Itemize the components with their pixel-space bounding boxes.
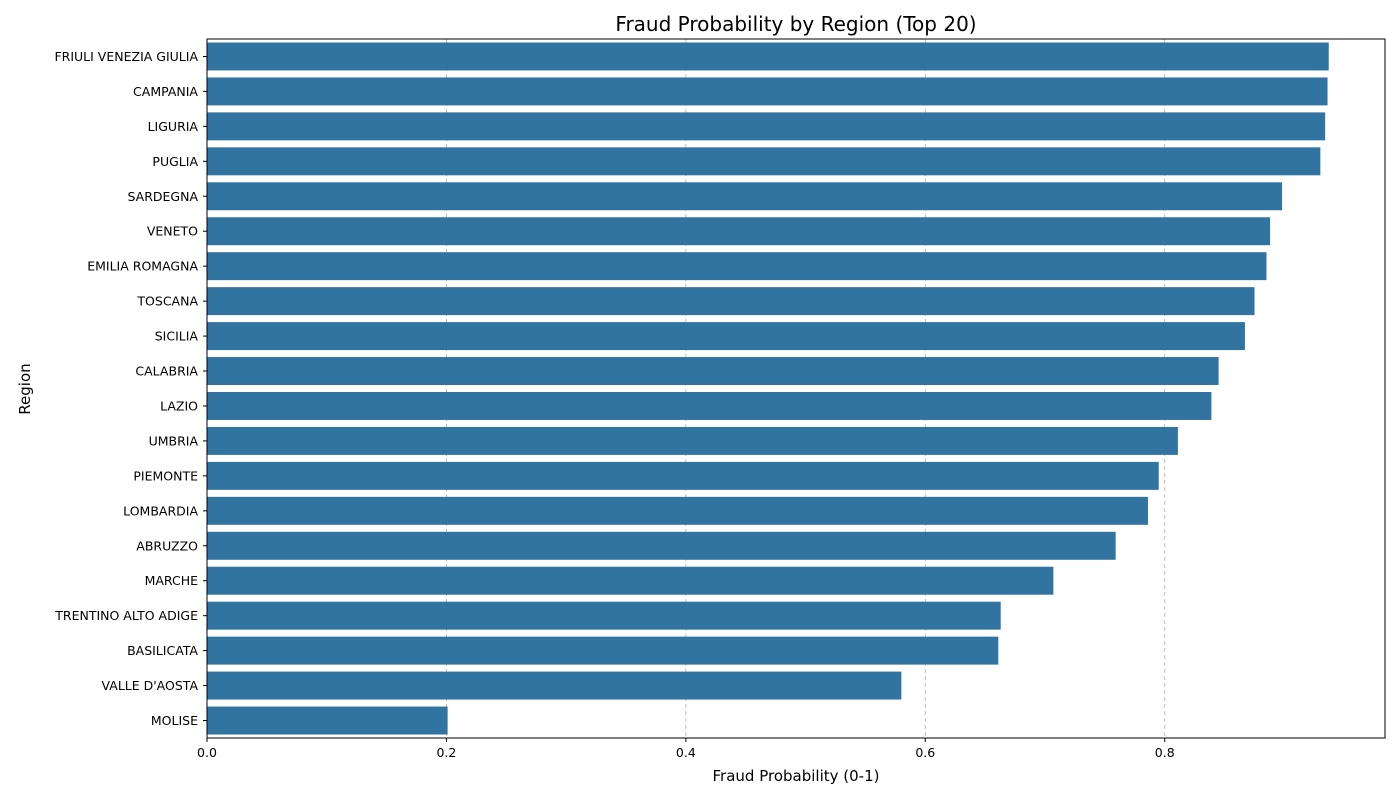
y-tick-label: UMBRIA <box>149 433 199 448</box>
x-tick-label: 0.6 <box>915 745 935 760</box>
bar <box>207 42 1329 71</box>
bar <box>207 77 1328 106</box>
y-tick-label: ABRUZZO <box>136 538 198 553</box>
y-tick-label: CAMPANIA <box>133 84 198 99</box>
x-tick-label: 0.4 <box>676 745 696 760</box>
x-axis-label: Fraud Probability (0-1) <box>713 767 880 785</box>
y-tick-label: LOMBARDIA <box>123 503 198 518</box>
bar <box>207 496 1148 525</box>
bar <box>207 426 1178 455</box>
y-tick-label: MOLISE <box>151 713 198 728</box>
plot-frame <box>206 38 1386 739</box>
y-tick-label: PIEMONTE <box>133 468 198 483</box>
y-tick-label: PUGLIA <box>152 154 198 169</box>
y-tick-label: TRENTINO ALTO ADIGE <box>54 608 198 623</box>
y-tick-label: LAZIO <box>160 398 198 413</box>
bar <box>207 112 1326 141</box>
y-tick-label: MARCHE <box>145 573 199 588</box>
bars <box>207 42 1329 735</box>
y-tick-label: SARDEGNA <box>127 189 198 204</box>
bar <box>207 601 1001 630</box>
bar <box>207 287 1255 316</box>
bar <box>207 217 1271 246</box>
bar <box>207 182 1283 211</box>
bar <box>207 636 999 665</box>
y-tick-label: TOSCANA <box>136 294 198 309</box>
y-tick-label: VALLE D'AOSTA <box>102 678 199 693</box>
bar <box>207 566 1054 595</box>
bar <box>207 461 1159 490</box>
bar <box>207 706 448 735</box>
bar <box>207 391 1212 420</box>
y-tick-label: CALABRIA <box>135 364 198 379</box>
bar <box>207 671 902 700</box>
y-tick-labels: FRIULI VENEZIA GIULIA CAMPANIA LIGURIA PUGL… <box>54 49 207 728</box>
x-tick-label: 0.2 <box>436 745 456 760</box>
y-tick-label: FRIULI VENEZIA GIULIA <box>54 49 198 64</box>
x-tick-label: 0.8 <box>1155 745 1175 760</box>
bar <box>207 357 1219 386</box>
y-tick-label: SICILIA <box>155 329 199 344</box>
x-tick-label: 0.0 <box>197 745 217 760</box>
x-tick-labels: 0.0 0.2 0.4 0.6 0.8 <box>197 738 1175 760</box>
y-tick-label: EMILIA ROMAGNA <box>87 259 198 274</box>
bar <box>207 147 1321 176</box>
chart-title: Fraud Probability by Region (Top 20) <box>615 12 976 36</box>
bar <box>207 531 1116 560</box>
bar <box>207 322 1245 351</box>
bar <box>207 252 1267 281</box>
y-tick-label: LIGURIA <box>148 119 199 134</box>
y-tick-label: BASILICATA <box>127 643 198 658</box>
y-axis-label: Region <box>16 363 34 414</box>
y-tick-label: VENETO <box>147 224 198 239</box>
